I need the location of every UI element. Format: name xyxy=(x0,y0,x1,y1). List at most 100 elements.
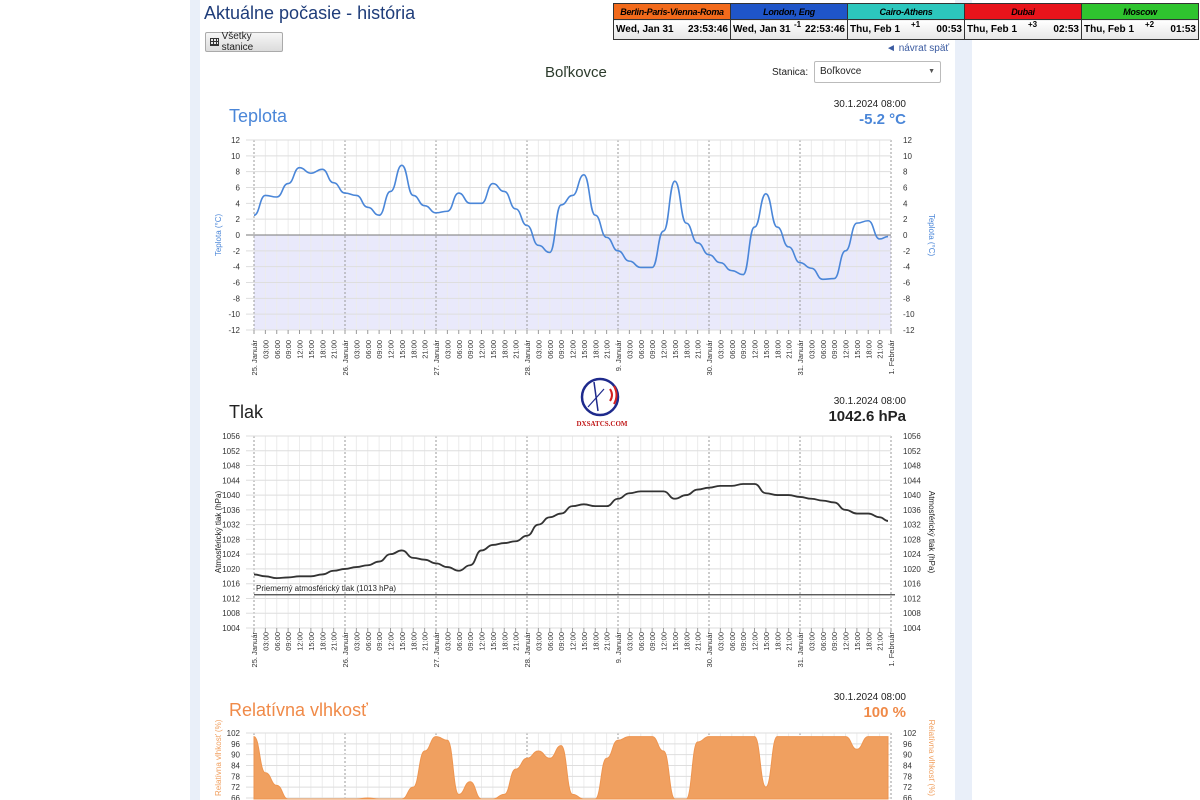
x-tick-label: 09:00 xyxy=(648,632,657,651)
y-tick-label-left: 2 xyxy=(236,215,241,224)
x-tick-label: 12:00 xyxy=(478,340,487,359)
left-margin xyxy=(190,0,200,800)
y-tick-label-right: 1024 xyxy=(903,550,921,559)
y-tick-label-right: 66 xyxy=(903,794,912,800)
chart-1: 1056 1056 1052 1052 1048 1048 1044 1044 1040 1040… xyxy=(214,432,936,667)
back-link[interactable]: ◄ návrat späť xyxy=(886,43,950,54)
x-tick-label: 21:00 xyxy=(694,340,703,359)
x-tick-label: 18:00 xyxy=(500,340,509,359)
x-tick-label: 06:00 xyxy=(364,340,373,359)
x-tick-label: 06:00 xyxy=(819,340,828,359)
x-tick-label: 09:00 xyxy=(466,632,475,651)
x-tick-label: 15:00 xyxy=(489,632,498,651)
x-tick-label: 03:00 xyxy=(807,340,816,359)
y-tick-label-right: 0 xyxy=(903,231,908,240)
clock-time: 22:53:46 xyxy=(804,24,845,35)
page-title: Aktuálne počasie - história xyxy=(204,3,416,23)
station-name: Boľkovce xyxy=(545,64,607,81)
x-tick-label: 1. Február xyxy=(887,340,896,375)
x-tick-label: 12:00 xyxy=(660,632,669,651)
x-tick-label: 12:00 xyxy=(842,632,851,651)
x-tick-label: 09:00 xyxy=(739,632,748,651)
x-tick-label: 15:00 xyxy=(398,632,407,651)
x-tick-label: 21:00 xyxy=(785,340,794,359)
x-tick-label: 12:00 xyxy=(842,340,851,359)
y-tick-label-left: 78 xyxy=(231,772,240,781)
x-tick-label: 06:00 xyxy=(455,340,464,359)
y-tick-label-left: -12 xyxy=(228,326,240,335)
clock-3: Thu, Feb 1 +3 02:53 xyxy=(964,19,1082,40)
y-tick-label-right: 84 xyxy=(903,761,912,770)
x-tick-label: 21:00 xyxy=(694,632,703,651)
x-tick-label: 15:00 xyxy=(307,632,316,651)
humidity-value: 100 % xyxy=(863,704,906,721)
clock-date: Thu, Feb 1 xyxy=(967,24,1017,35)
humidity-title: Relatívna vlhkosť xyxy=(229,700,368,720)
station-select[interactable]: Boľkovce ▼ xyxy=(814,61,941,83)
y-tick-label-left: 66 xyxy=(231,794,240,800)
x-tick-label: 31. Január xyxy=(796,632,805,668)
x-tick-label: 06:00 xyxy=(728,632,737,651)
clock-2: Thu, Feb 1 +1 00:53 xyxy=(847,19,965,40)
x-tick-label: 06:00 xyxy=(546,340,555,359)
x-tick-label: 26. Január xyxy=(341,340,350,376)
clock-city-4: Moscow xyxy=(1081,3,1199,20)
y-tick-label-right: 102 xyxy=(903,729,917,738)
x-tick-label: 03:00 xyxy=(625,632,634,651)
x-tick-label: 09:00 xyxy=(284,632,293,651)
x-tick-label: 12:00 xyxy=(751,632,760,651)
x-tick-label: 03:00 xyxy=(443,340,452,359)
x-tick-label: 12:00 xyxy=(296,340,305,359)
x-tick-label: 21:00 xyxy=(512,632,521,651)
chevron-down-icon: ▼ xyxy=(928,68,935,75)
y-tick-label-left: -4 xyxy=(233,263,241,272)
x-tick-label: 18:00 xyxy=(773,340,782,359)
clock-offset: +2 xyxy=(1145,20,1155,29)
x-tick-label: 06:00 xyxy=(637,340,646,359)
y-tick-label-right: 96 xyxy=(903,740,912,749)
humidity-area xyxy=(253,736,889,800)
x-tick-label: 12:00 xyxy=(751,340,760,359)
y-tick-label-right: 1012 xyxy=(903,594,921,603)
y-tick-label-left: 1020 xyxy=(222,565,240,574)
x-tick-label: 21:00 xyxy=(876,632,885,651)
y-tick-label-right: -6 xyxy=(903,279,911,288)
y-tick-label-left: 1040 xyxy=(222,491,240,500)
y-tick-label-left: 102 xyxy=(227,729,241,738)
x-tick-label: 09:00 xyxy=(739,340,748,359)
humidity-timestamp: 30.1.2024 08:00 xyxy=(833,692,906,703)
y-tick-label-left: 1004 xyxy=(222,624,240,633)
x-tick-label: 27. Január xyxy=(432,632,441,668)
x-tick-label: 25. Január xyxy=(250,632,259,668)
x-tick-label: 03:00 xyxy=(534,632,543,651)
clock-4: Thu, Feb 1 +2 01:53 xyxy=(1081,19,1199,40)
clock-date: Wed, Jan 31 xyxy=(616,24,674,35)
y-tick-label-right: 1056 xyxy=(903,432,921,441)
x-tick-label: 28. Január xyxy=(523,632,532,668)
temperature-line xyxy=(253,164,889,281)
x-tick-label: 03:00 xyxy=(625,340,634,359)
x-tick-label: 06:00 xyxy=(273,632,282,651)
y-tick-label-right: 1016 xyxy=(903,580,921,589)
x-tick-label: 03:00 xyxy=(261,340,270,359)
x-tick-label: 06:00 xyxy=(364,632,373,651)
x-tick-label: 28. Január xyxy=(523,340,532,376)
y-tick-label-right: 1004 xyxy=(903,624,921,633)
y-tick-label-left: 1024 xyxy=(222,550,240,559)
y-axis-title-right: Teplota (°C) xyxy=(927,214,936,257)
y-tick-label-left: -2 xyxy=(233,247,241,256)
y-tick-label-right: 78 xyxy=(903,772,912,781)
temperature-timestamp: 30.1.2024 08:00 xyxy=(833,99,906,110)
y-tick-label-left: 6 xyxy=(236,184,241,193)
x-tick-label: 30. Január xyxy=(705,632,714,668)
y-tick-label-left: 10 xyxy=(231,152,240,161)
x-tick-label: 15:00 xyxy=(489,340,498,359)
x-tick-label: 09:00 xyxy=(466,340,475,359)
y-tick-label-right: -10 xyxy=(903,310,915,319)
y-tick-label-right: 1044 xyxy=(903,476,921,485)
clock-offset: -1 xyxy=(794,20,802,29)
y-tick-label-right: 72 xyxy=(903,783,912,792)
x-tick-label: 03:00 xyxy=(261,632,270,651)
all-stations-button[interactable]: Všetky stanice xyxy=(205,31,283,53)
x-tick-label: 03:00 xyxy=(352,632,361,651)
